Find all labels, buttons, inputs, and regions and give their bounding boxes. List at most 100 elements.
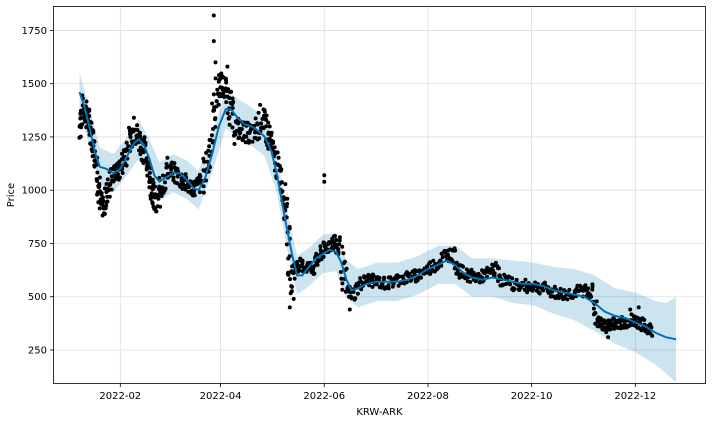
observed-point: [341, 251, 346, 256]
observed-point: [126, 144, 131, 149]
observed-point: [337, 238, 342, 243]
observed-point: [336, 247, 341, 251]
x-tick-label: 2022-02: [99, 391, 141, 402]
x-tick-label: 2022-12: [614, 391, 656, 402]
observed-point: [436, 265, 441, 270]
observed-point: [206, 148, 211, 153]
observed-point: [246, 138, 251, 143]
observed-point: [104, 182, 109, 186]
observed-point: [492, 271, 497, 276]
observed-point: [216, 102, 221, 107]
observed-point: [120, 171, 125, 175]
observed-point: [264, 113, 269, 118]
observed-point: [238, 130, 243, 135]
observed-point: [229, 89, 234, 94]
observed-point: [201, 156, 206, 161]
observed-point: [312, 264, 316, 269]
observed-point: [97, 184, 102, 189]
observed-point: [318, 244, 323, 249]
observed-point: [300, 258, 305, 263]
observed-point: [333, 234, 337, 238]
observed-point: [211, 13, 216, 18]
observed-point: [612, 326, 617, 331]
y-axis-label: Price: [6, 183, 17, 207]
observed-point: [80, 122, 85, 127]
observed-point: [255, 121, 260, 126]
observed-point: [604, 330, 609, 335]
observed-point: [514, 277, 519, 282]
observed-point: [150, 201, 155, 206]
y-tick-label: 750: [28, 239, 47, 250]
observed-point: [272, 145, 277, 150]
observed-point: [240, 137, 245, 142]
observed-point: [237, 135, 242, 140]
observed-point: [159, 194, 164, 198]
observed-point: [155, 195, 160, 200]
observed-point: [414, 269, 419, 274]
observed-point: [150, 187, 155, 192]
observed-point: [220, 85, 225, 90]
observed-point: [78, 134, 83, 139]
observed-point: [243, 140, 248, 145]
observed-point: [493, 260, 498, 265]
observed-point: [231, 100, 236, 104]
observed-point: [205, 159, 210, 164]
observed-point: [593, 311, 598, 316]
observed-point: [97, 175, 102, 180]
observed-point: [102, 186, 107, 191]
observed-point: [287, 226, 292, 231]
observed-point: [91, 129, 96, 134]
observed-point: [285, 196, 290, 201]
observed-point: [87, 114, 92, 118]
observed-point: [232, 142, 237, 146]
observed-point: [153, 184, 158, 189]
observed-point: [227, 96, 232, 100]
observed-point: [141, 150, 146, 155]
observed-point: [287, 305, 292, 310]
observed-point: [277, 164, 282, 168]
y-tick-label: 250: [28, 345, 47, 356]
observed-point: [116, 172, 120, 177]
observed-point: [78, 115, 83, 120]
observed-point: [225, 64, 230, 69]
observed-point: [289, 289, 294, 294]
observed-point: [95, 178, 99, 183]
observed-point: [275, 150, 280, 155]
observed-point: [358, 276, 363, 281]
observed-point: [210, 101, 215, 106]
observed-point: [244, 134, 249, 139]
observed-point: [611, 316, 616, 321]
observed-point: [322, 179, 327, 184]
observed-point: [525, 290, 530, 295]
observed-point: [314, 251, 319, 256]
observed-point: [171, 175, 176, 180]
y-tick-label: 1000: [22, 186, 47, 197]
observed-point: [362, 274, 367, 279]
observed-point: [97, 206, 102, 211]
observed-point: [565, 297, 570, 302]
observed-point: [224, 100, 229, 105]
observed-point: [282, 197, 287, 202]
observed-point: [428, 260, 433, 265]
x-tick-label: 2022-08: [407, 391, 449, 402]
observed-point: [386, 283, 391, 288]
observed-point: [87, 107, 92, 112]
observed-point: [172, 161, 177, 166]
observed-point: [105, 177, 110, 182]
y-tick-label: 1500: [22, 79, 47, 90]
observed-point: [259, 121, 264, 126]
x-tick-label: 2022-06: [303, 391, 345, 402]
x-axis-label: KRW-ARK: [356, 407, 403, 418]
observed-point: [280, 189, 285, 194]
observed-point: [160, 185, 165, 190]
observed-point: [262, 109, 267, 114]
observed-point: [276, 155, 281, 160]
observed-point: [284, 242, 289, 247]
observed-point: [154, 209, 159, 214]
observed-point: [264, 124, 269, 129]
observed-point: [628, 307, 633, 312]
observed-point: [337, 242, 342, 247]
observed-point: [214, 99, 219, 104]
observed-point: [227, 122, 232, 127]
